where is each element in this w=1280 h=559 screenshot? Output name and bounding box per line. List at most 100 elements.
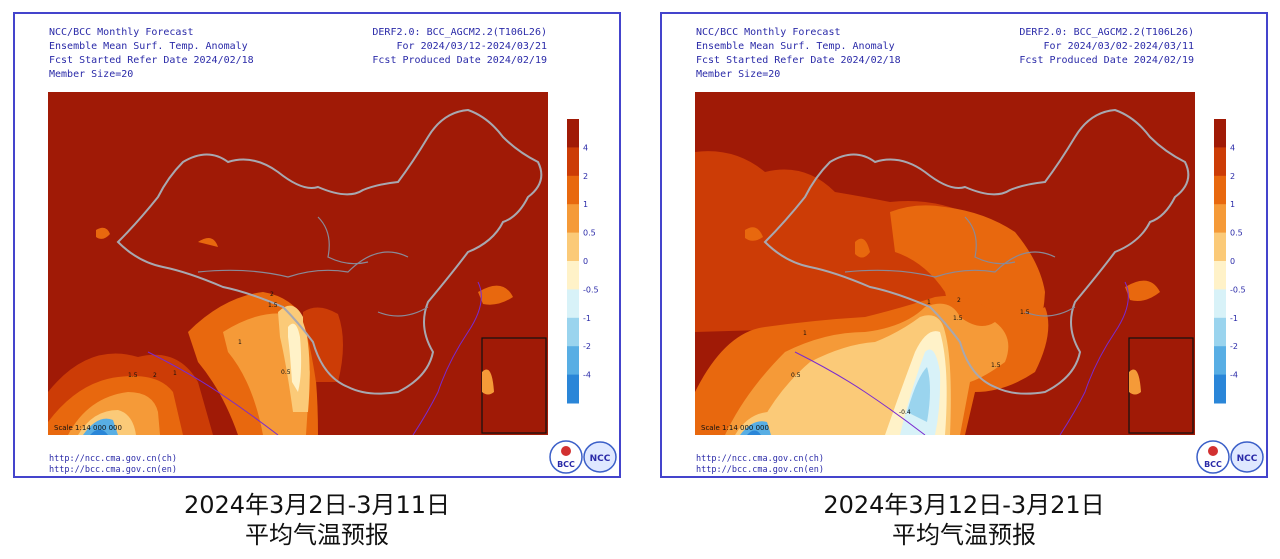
colorbar-swatch [567, 175, 579, 205]
anomaly-fields [48, 227, 513, 435]
colorbar-swatch [567, 317, 579, 347]
colorbar-tick-label: -1 [583, 314, 591, 323]
header-right: DERF2.0: BCC_AGCM2.2(T106L26) For 2024/03… [372, 26, 547, 68]
colorbar-swatch [1214, 147, 1226, 177]
footer-links: http://ncc.cma.gov.cn(ch) http://bcc.cma… [49, 454, 177, 476]
bcc-logo-icon: BCC [549, 440, 583, 474]
contour-label: 2 [153, 372, 157, 379]
header-start-date: Fcst Started Refer Date 2024/02/18 [49, 55, 254, 66]
colorbar-tick-label: 2 [1230, 172, 1235, 181]
bcc-logo-icon: BCC [1196, 440, 1230, 474]
country-borders [763, 108, 1190, 395]
header-right: DERF2.0: BCC_AGCM2.2(T106L26) For 2024/03… [1019, 26, 1194, 68]
colorbar-tick-label: 4 [1230, 143, 1235, 152]
colorbar-tick-label: 0 [583, 257, 588, 266]
ncc-logo-icon: NCC [1230, 441, 1264, 473]
colorbar-swatch [1214, 346, 1226, 376]
contour-label: 1 [803, 330, 807, 337]
colorbar-swatch [567, 289, 579, 319]
footer-link-ch[interactable]: http://ncc.cma.gov.cn(ch) [696, 454, 824, 464]
contour-label: 0.5 [281, 369, 291, 376]
header-member-size: Member Size=20 [49, 69, 134, 80]
contour-label: 1.5 [991, 362, 1001, 369]
forecast-map-panel-2: NCC/BCC Monthly Forecast Ensemble Mean Su… [660, 12, 1268, 478]
header-start-date: Fcst Started Refer Date 2024/02/18 [696, 55, 901, 66]
colorbar-swatch [1214, 204, 1226, 234]
ncc-logo-text: NCC [1237, 454, 1258, 464]
header-model: DERF2.0: BCC_AGCM2.2(T106L26) [372, 27, 547, 38]
forecast-map-panel-1: NCC/BCC Monthly Forecast Ensemble Mean Su… [13, 12, 621, 478]
colorbar-swatch [567, 374, 579, 404]
caption-date-range: 2024年3月2日-3月11日 [183, 491, 451, 519]
map-scale: Scale 1:14 000 000 [54, 424, 122, 432]
contour-label: 1.5 [268, 302, 278, 309]
temperature-anomaly-map: 1 2 1.5 1 0.5 -0.4 1.5 1.5 Scale 1:14 00… [695, 92, 1195, 435]
coastline-rivers [147, 281, 482, 435]
contour-label: 1 [238, 339, 242, 346]
caption-panel-1: 2024年3月2日-3月11日 平均气温预报 [13, 490, 621, 550]
colorbar-tick-label: -2 [583, 342, 591, 351]
colorbar: 4 2 1 0.5 0 -0.5 -1 -2 -4 [567, 119, 627, 409]
colorbar-svg: 4 2 1 0.5 0 -0.5 -1 -2 -4 [567, 119, 599, 404]
caption-date-range: 2024年3月12日-3月21日 [823, 491, 1105, 519]
colorbar-swatch [1214, 374, 1226, 404]
header-period: For 2024/03/02-2024/03/11 [1043, 41, 1194, 52]
colorbar-tick-label: 2 [583, 172, 588, 181]
header-title: NCC/BCC Monthly Forecast [49, 27, 194, 38]
colorbar-tick-label: 0 [1230, 257, 1235, 266]
province-borders [197, 216, 429, 317]
colorbar-tick-label: -4 [1230, 371, 1238, 380]
contour-label: 1 [173, 370, 177, 377]
colorbar-tick-label: -4 [583, 371, 591, 380]
bcc-logo-text: BCC [1204, 460, 1222, 469]
anomaly-fields [695, 151, 1160, 435]
ncc-logo-icon: NCC [583, 441, 617, 473]
contour-label: 1.5 [128, 372, 138, 379]
coastline-rivers [794, 281, 1129, 435]
colorbar-swatch [567, 261, 579, 290]
header-member-size: Member Size=20 [696, 69, 781, 80]
colorbar-swatch [1214, 175, 1226, 205]
contour-label: 1.5 [953, 315, 963, 322]
header-produced-date: Fcst Produced Date 2024/02/19 [372, 55, 547, 66]
contour-label: 0.5 [791, 372, 801, 379]
colorbar-tick-label: -0.5 [1230, 285, 1246, 294]
contour-label: 2 [957, 297, 961, 304]
header-model: DERF2.0: BCC_AGCM2.2(T106L26) [1019, 27, 1194, 38]
colorbar-svg: 4 2 1 0.5 0 -0.5 -1 -2 -4 [1214, 119, 1246, 404]
contour-labels: 2 1.5 1 0.5 1 2 1.5 [128, 291, 291, 379]
caption-title: 平均气温预报 [892, 521, 1036, 549]
caption-title: 平均气温预报 [245, 521, 389, 549]
colorbar-swatch [567, 232, 579, 262]
province-borders [844, 216, 1076, 317]
header-variable: Ensemble Mean Surf. Temp. Anomaly [696, 41, 895, 52]
colorbar-tick-label: 0.5 [1230, 229, 1243, 238]
colorbar-tick-label: -0.5 [583, 285, 599, 294]
colorbar-tick-label: 4 [583, 143, 588, 152]
contour-label: 2 [270, 291, 274, 298]
colorbar-swatch [567, 204, 579, 234]
header-period: For 2024/03/12-2024/03/21 [396, 41, 547, 52]
header-produced-date: Fcst Produced Date 2024/02/19 [1019, 55, 1194, 66]
header-left: NCC/BCC Monthly Forecast Ensemble Mean Su… [696, 26, 901, 82]
map-scale: Scale 1:14 000 000 [701, 424, 769, 432]
contour-label: 1.5 [1020, 309, 1030, 316]
footer-link-ch[interactable]: http://ncc.cma.gov.cn(ch) [49, 454, 177, 464]
colorbar-tick-label: -1 [1230, 314, 1238, 323]
footer-link-en[interactable]: http://bcc.cma.gov.cn(en) [49, 465, 177, 475]
caption-panel-2: 2024年3月12日-3月21日 平均气温预报 [660, 490, 1268, 550]
colorbar-swatch [1214, 119, 1226, 148]
ncc-logo-text: NCC [590, 454, 611, 464]
colorbar-swatch [1214, 232, 1226, 262]
colorbar-swatch [567, 147, 579, 177]
header-title: NCC/BCC Monthly Forecast [696, 27, 841, 38]
footer-link-en[interactable]: http://bcc.cma.gov.cn(en) [696, 465, 824, 475]
colorbar-swatch [567, 346, 579, 376]
colorbar-swatch [567, 119, 579, 148]
header-variable: Ensemble Mean Surf. Temp. Anomaly [49, 41, 248, 52]
colorbar: 4 2 1 0.5 0 -0.5 -1 -2 -4 [1214, 119, 1274, 409]
colorbar-swatch [1214, 261, 1226, 290]
scs-inset [1128, 337, 1194, 434]
bcc-logo-text: BCC [557, 460, 575, 469]
footer-links: http://ncc.cma.gov.cn(ch) http://bcc.cma… [696, 454, 824, 476]
